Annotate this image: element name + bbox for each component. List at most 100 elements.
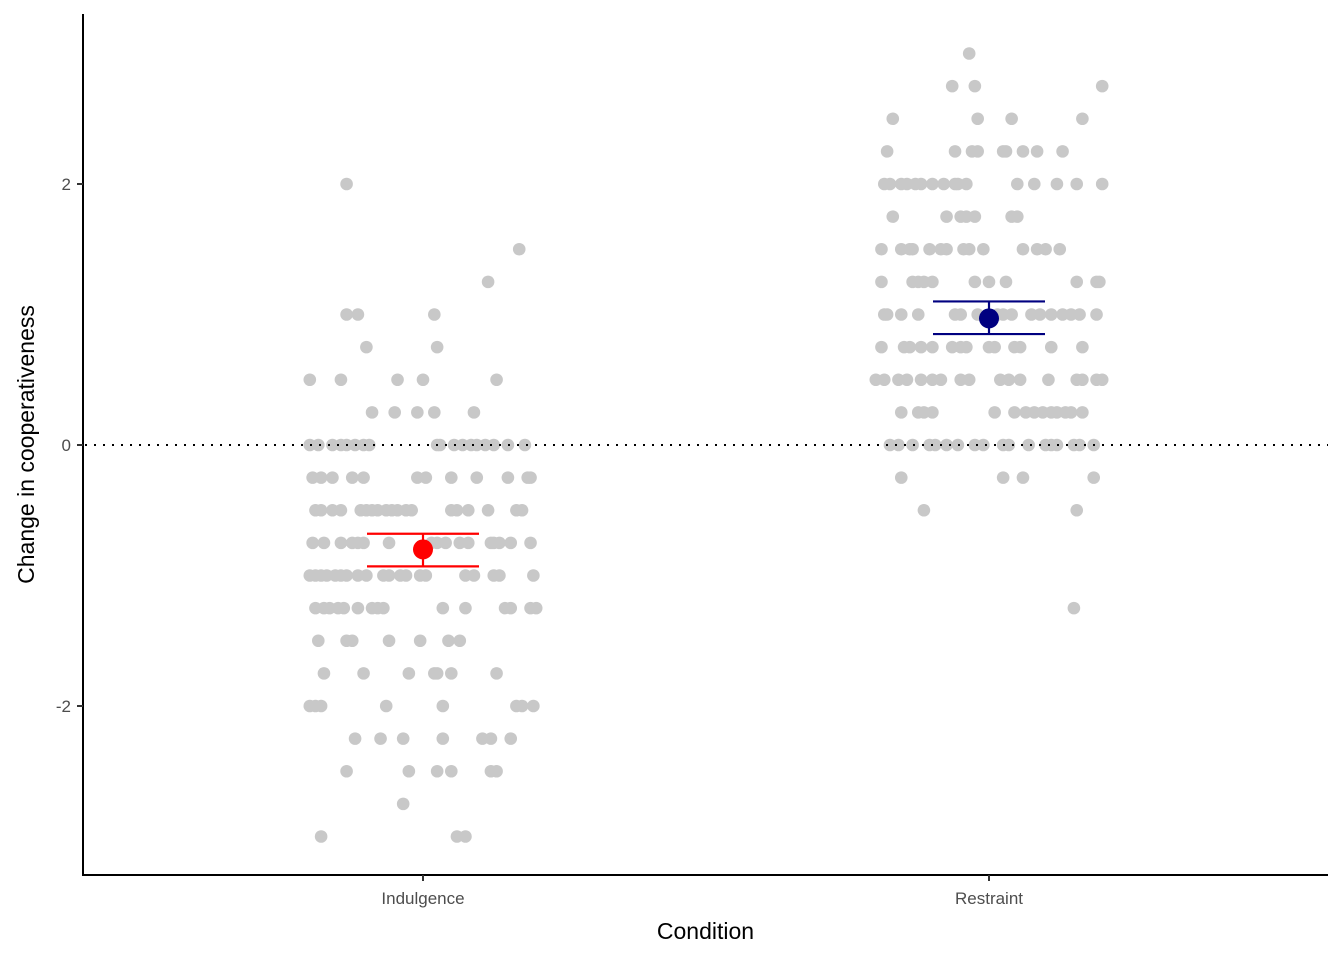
data-point-indulgence [430, 764, 444, 778]
data-point-restraint [960, 340, 973, 354]
data-point-indulgence [501, 471, 515, 484]
data-point-restraint [903, 340, 917, 354]
data-point-indulgence [453, 634, 467, 648]
data-point-restraint [1076, 373, 1089, 387]
data-point-restraint [894, 406, 908, 419]
data-point-indulgence [467, 406, 481, 419]
data-point-indulgence [481, 275, 495, 289]
data-point-restraint [945, 79, 959, 93]
data-point-restraint [962, 47, 976, 60]
data-point-restraint [988, 406, 1001, 419]
data-point-restraint [1087, 471, 1101, 484]
data-point-indulgence [490, 764, 503, 778]
data-point-restraint [926, 275, 939, 289]
data-point-restraint [892, 438, 905, 452]
data-point-restraint [1090, 308, 1103, 321]
data-point-indulgence [334, 373, 348, 387]
data-point-restraint [1002, 373, 1016, 387]
y-axis-title: Change in cooperativeness [13, 305, 39, 584]
data-point-indulgence [317, 667, 331, 680]
data-point-indulgence [357, 667, 370, 680]
summary-layer [367, 300, 1045, 568]
data-point-indulgence [306, 536, 319, 550]
data-point-indulgence [436, 699, 450, 713]
data-point-restraint [1095, 177, 1109, 191]
data-point-indulgence [433, 438, 447, 452]
data-point-restraint [1013, 373, 1027, 387]
data-point-restraint [934, 373, 948, 387]
mean-point [979, 308, 999, 329]
data-point-restraint [951, 438, 965, 452]
data-point-restraint [928, 438, 942, 452]
y-tick-label: 2 [62, 175, 71, 194]
data-point-indulgence [527, 569, 540, 582]
data-point-restraint [968, 275, 982, 289]
data-point-restraint [968, 79, 982, 93]
data-point-indulgence [512, 242, 526, 256]
summary-restraint [933, 300, 1045, 336]
data-point-indulgence [340, 569, 353, 582]
data-point-restraint [914, 340, 928, 354]
data-point-indulgence [411, 406, 424, 419]
data-point-indulgence [490, 667, 503, 680]
data-point-indulgence [382, 569, 396, 582]
data-point-indulgence [314, 699, 328, 713]
data-point-restraint [880, 308, 894, 321]
data-point-restraint [914, 177, 928, 191]
data-point-indulgence [413, 634, 427, 648]
data-point-indulgence [504, 732, 518, 745]
data-point-restraint [996, 471, 1010, 484]
data-point-indulgence [314, 830, 328, 843]
data-point-restraint [1095, 373, 1109, 387]
data-point-indulgence [484, 732, 498, 745]
data-point-indulgence [379, 699, 393, 713]
data-point-restraint [1027, 177, 1041, 191]
data-point-indulgence [337, 601, 351, 615]
data-point-indulgence [481, 503, 495, 517]
data-point-indulgence [487, 438, 501, 452]
data-point-indulgence [396, 797, 410, 811]
data-point-indulgence [314, 471, 328, 484]
data-point-restraint [1095, 79, 1109, 93]
data-point-indulgence [419, 569, 433, 582]
data-point-indulgence [326, 471, 339, 484]
data-point-indulgence [529, 601, 543, 615]
data-point-restraint [917, 503, 931, 517]
data-point-restraint [1067, 601, 1081, 615]
data-point-indulgence [515, 503, 529, 517]
data-point-restraint [1008, 406, 1021, 419]
data-point-indulgence [436, 601, 450, 615]
data-point-indulgence [377, 601, 390, 615]
data-point-restraint [1005, 308, 1018, 321]
data-point-indulgence [445, 667, 458, 680]
data-point-restraint [1064, 406, 1078, 419]
data-point-indulgence [518, 438, 532, 452]
data-point-indulgence [524, 471, 537, 484]
y-tick-label: 0 [62, 436, 71, 455]
data-point-indulgence [442, 634, 455, 648]
data-point-restraint [954, 308, 967, 321]
data-point-restraint [977, 438, 990, 452]
data-point-indulgence [524, 536, 537, 550]
data-point-indulgence [461, 503, 475, 517]
data-point-indulgence [445, 471, 458, 484]
data-point-restraint [926, 177, 939, 191]
data-point-restraint [875, 242, 888, 256]
data-point-restraint [937, 177, 951, 191]
data-point-indulgence [445, 764, 458, 778]
data-point-indulgence [428, 308, 441, 321]
data-point-restraint [1070, 503, 1084, 517]
data-point-restraint [1011, 177, 1024, 191]
data-point-indulgence [436, 732, 450, 745]
summary-indulgence [367, 532, 479, 568]
data-point-indulgence [317, 536, 331, 550]
data-point-restraint [1039, 242, 1052, 256]
data-point-indulgence [439, 536, 452, 550]
data-point-restraint [1073, 308, 1086, 321]
data-point-restraint [971, 112, 984, 126]
data-point-restraint [1042, 373, 1055, 387]
data-point-indulgence [340, 177, 353, 191]
data-point-restraint [1050, 438, 1064, 452]
data-point-indulgence [348, 732, 362, 745]
data-point-restraint [977, 242, 990, 256]
